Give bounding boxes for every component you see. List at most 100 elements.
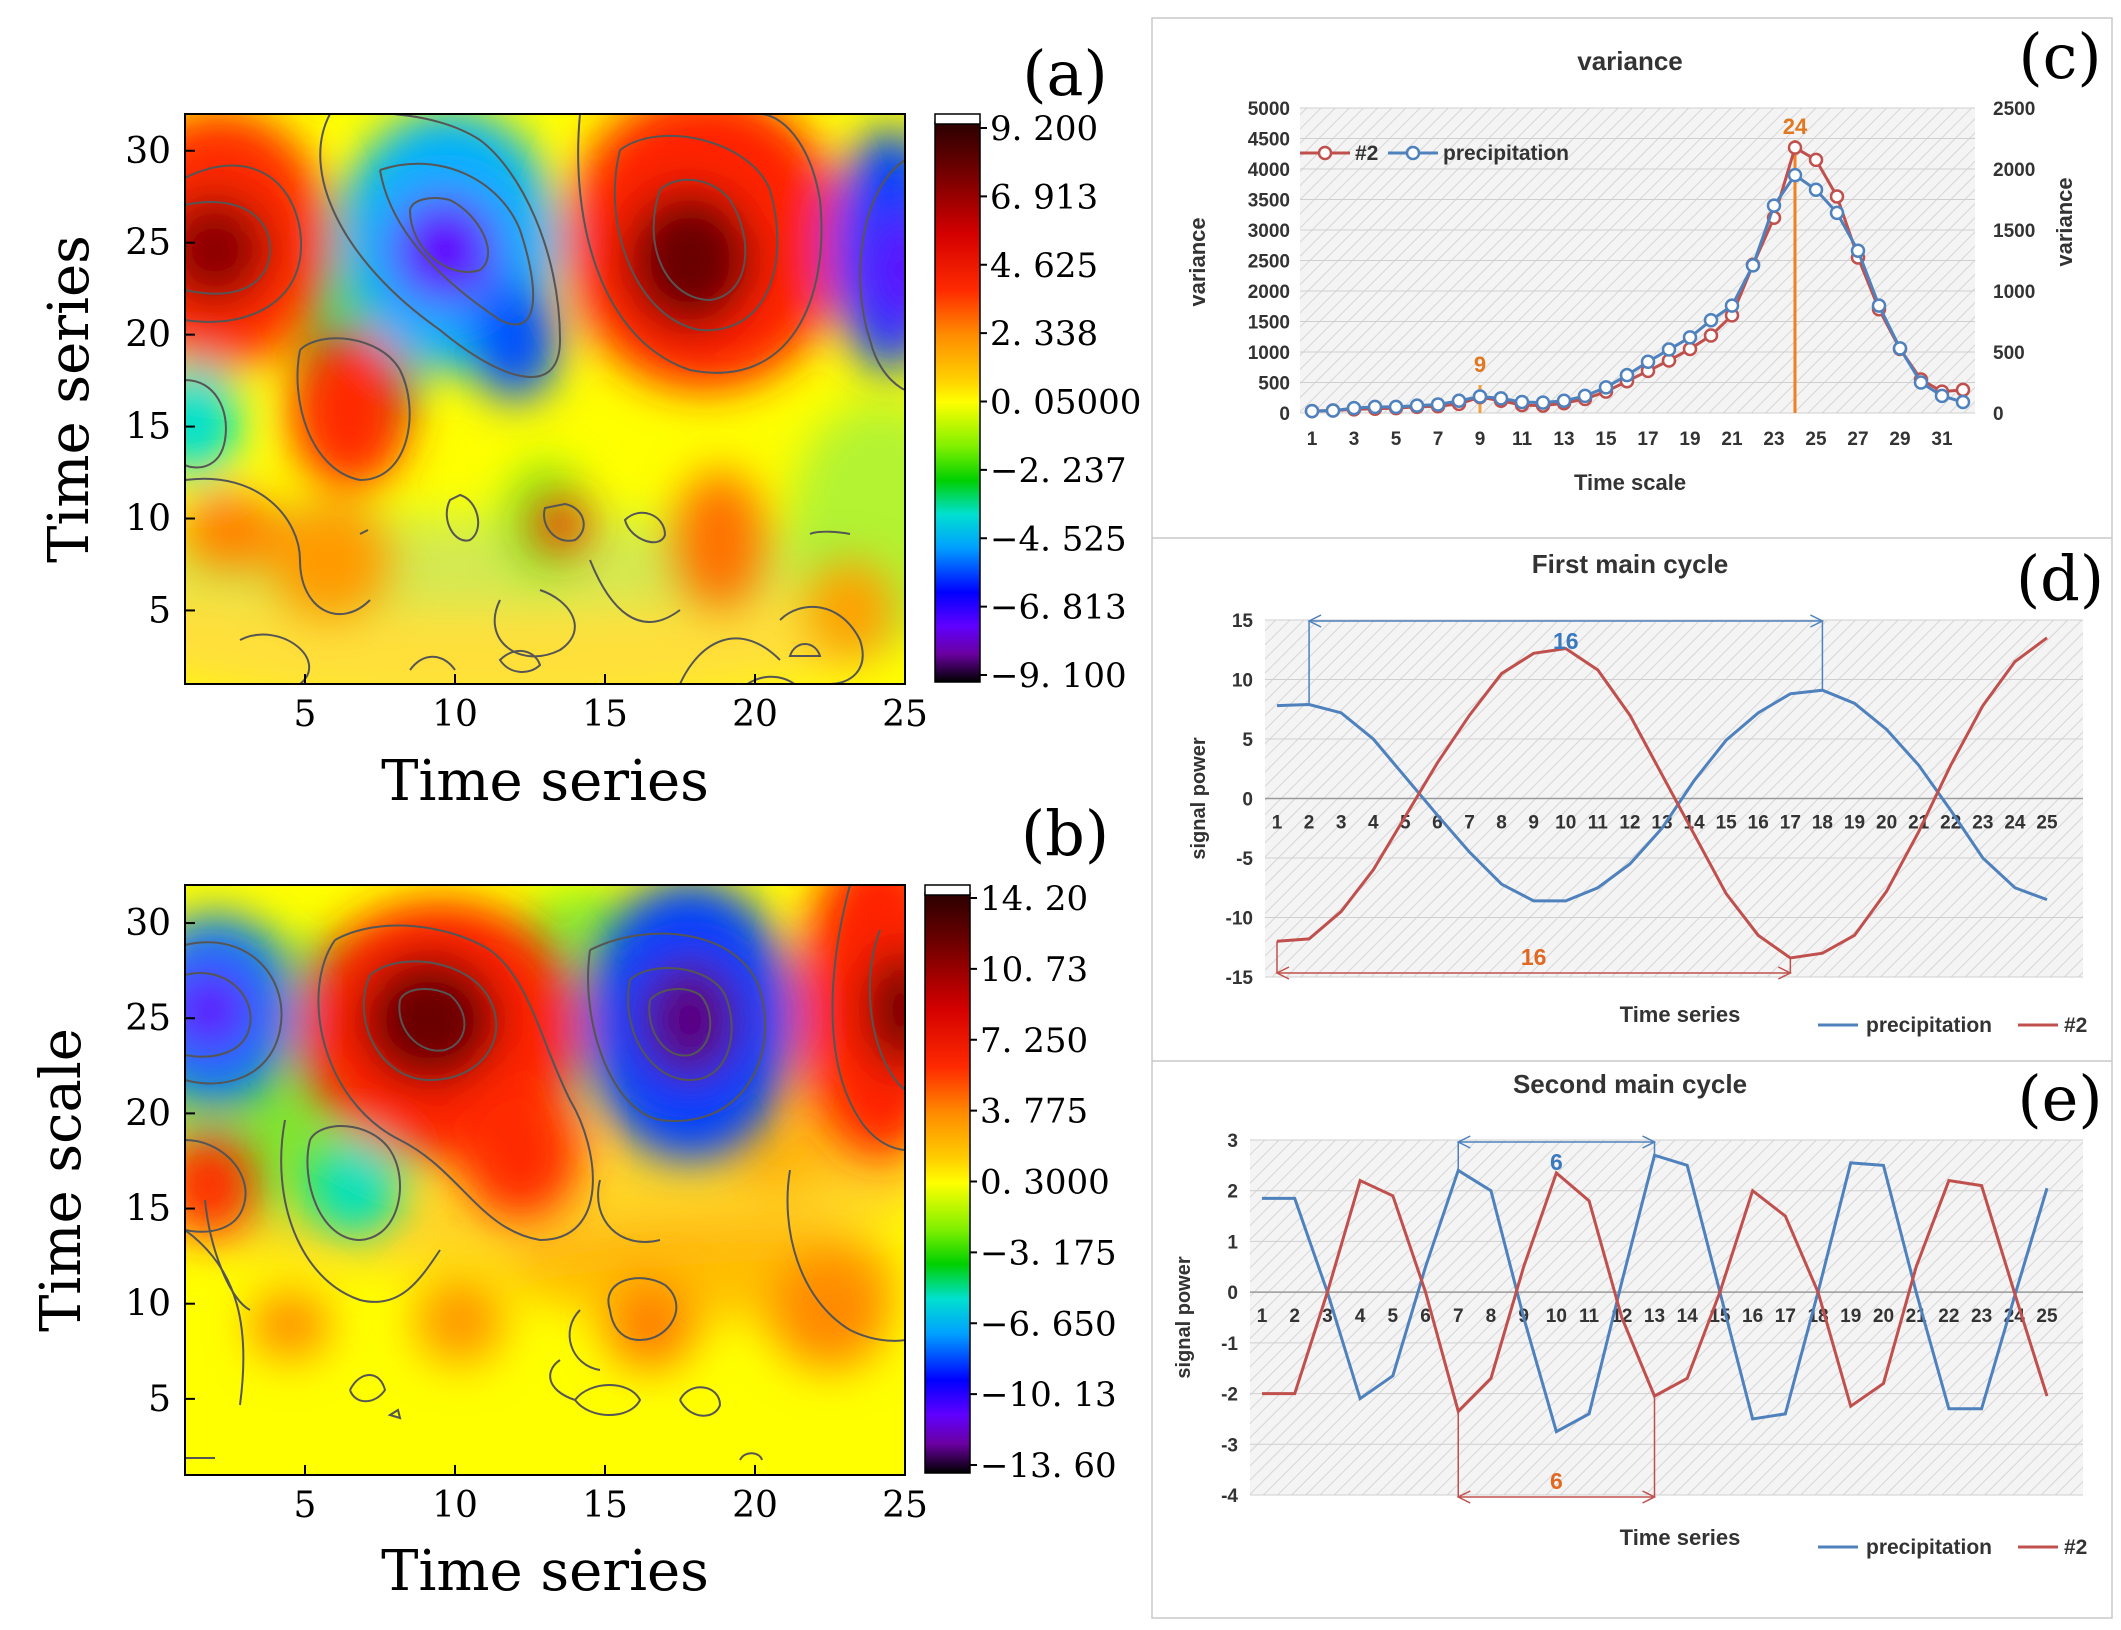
panel-c-xtick: 13 xyxy=(1553,429,1574,450)
panel-d-ylabel: signal power xyxy=(1188,737,1210,859)
panel-e-ytick: -3 xyxy=(1221,1435,1238,1456)
panel-c-xtick: 25 xyxy=(1805,429,1827,450)
panel-a xyxy=(184,113,981,685)
panel-d-ytick: 0 xyxy=(1242,790,1253,811)
panel-c-point xyxy=(1556,393,1572,409)
panel-c-point xyxy=(1745,258,1761,273)
panel-e-ytick: 1 xyxy=(1227,1232,1238,1253)
panel-c-ytick-left: 500 xyxy=(1258,374,1290,395)
panel-c-point xyxy=(1808,182,1824,197)
panel-c-point xyxy=(1787,140,1803,155)
colorbar-b-label: −13. 60 xyxy=(980,1446,1117,1486)
panel-c-legend-marker xyxy=(1405,145,1421,161)
colorbar-a-label: 6. 913 xyxy=(990,177,1098,217)
panel-d-ytick: -5 xyxy=(1236,849,1253,870)
panel-e-xtick: 4 xyxy=(1355,1306,1366,1327)
panel-c-legend-label: precipitation xyxy=(1443,142,1569,165)
panel-c-xtick: 11 xyxy=(1512,429,1533,450)
panel-d-xtick: 20 xyxy=(1876,813,1897,834)
panel-c-point xyxy=(1955,382,1971,398)
panel-c-point xyxy=(1871,298,1887,313)
panel-c-annotation: 9 xyxy=(1474,352,1486,377)
panel-c-point xyxy=(1955,394,1971,410)
heatmap-b-frame xyxy=(184,884,906,1476)
heatmap-b-ytick-label: 15 xyxy=(125,1189,171,1230)
panel-e-xtick: 19 xyxy=(1840,1306,1861,1327)
panel-c-point xyxy=(1451,393,1467,409)
panel-b-label: (b) xyxy=(1021,797,1109,870)
panel-c-point xyxy=(1598,380,1614,395)
colorbar-b-label: 0. 3000 xyxy=(980,1163,1110,1203)
panel-c-ytick-right: 1000 xyxy=(1993,282,2035,303)
colorbar-b-label: 14. 20 xyxy=(980,879,1088,919)
heatmap-a-xtick-label: 5 xyxy=(294,694,317,735)
panel-c-point xyxy=(1367,399,1383,415)
panel-c-point xyxy=(1409,398,1425,413)
colorbar-a-label: 2. 338 xyxy=(990,314,1098,354)
panel-d-xtick: 25 xyxy=(2036,813,2058,834)
panel-c-point xyxy=(1304,403,1320,419)
panel-e-ytick: -2 xyxy=(1221,1385,1238,1406)
panel-c-point xyxy=(1913,375,1929,390)
panel-c-xtick: 31 xyxy=(1931,429,1953,450)
panel-d-arrowhead xyxy=(1307,614,1322,628)
panel-d-legend-label: #2 xyxy=(2064,1014,2087,1037)
panel-e-legend-label: precipitation xyxy=(1866,1536,1992,1559)
panel-a-ylabel: Time series xyxy=(37,235,102,563)
panel-e-arrowhead xyxy=(1456,1490,1471,1504)
panel-d-arrowhead xyxy=(1275,966,1290,980)
panel-d-xlabel: Time series xyxy=(1620,1002,1741,1027)
panel-c-point xyxy=(1493,391,1509,406)
panel-d-legend-label: precipitation xyxy=(1866,1014,1992,1037)
panel-c-ytick-left: 1500 xyxy=(1248,313,1290,334)
panel-c-xtick: 19 xyxy=(1679,429,1700,450)
panel-c-xtick: 9 xyxy=(1475,429,1486,450)
panel-c-ylabel: variance xyxy=(1185,217,1210,306)
panel-e-ytick: 3 xyxy=(1227,1131,1238,1152)
panel-c-xtick: 29 xyxy=(1889,429,1910,450)
panel-e-xtick: 11 xyxy=(1579,1306,1600,1327)
panel-c-point xyxy=(1325,403,1341,418)
panel-c-ytick-left: 5000 xyxy=(1248,99,1290,120)
panel-d-xtick: 12 xyxy=(1619,813,1640,834)
panel-c-ytick-right: 2500 xyxy=(1993,99,2035,120)
panel-e-xtick: 22 xyxy=(1938,1306,1959,1327)
panel-c-point xyxy=(1808,152,1824,168)
panel-c-point xyxy=(1787,167,1803,183)
panel-e-xtick: 10 xyxy=(1546,1306,1567,1327)
panel-e-ytick: 0 xyxy=(1227,1283,1238,1304)
heatmap-b-xtick-label: 10 xyxy=(432,1485,478,1526)
panel-e-xlabel: Time series xyxy=(1620,1525,1741,1550)
panel-e-xtick: 2 xyxy=(1289,1306,1300,1327)
panel-c-point xyxy=(1430,397,1446,412)
panel-c-point xyxy=(1640,354,1656,370)
panel-c-xlabel: Time scale xyxy=(1574,470,1686,495)
panel-d-xtick: 18 xyxy=(1812,813,1833,834)
panel-c-point xyxy=(1703,328,1719,343)
panel-e-plot-area xyxy=(1250,1140,2083,1495)
heatmap-a-ytick-label: 15 xyxy=(125,407,171,448)
panel-c-xtick: 5 xyxy=(1391,429,1402,450)
panel-e-arrowhead xyxy=(1642,1490,1657,1504)
panel-c-point xyxy=(1619,367,1635,383)
panel-c-ytick-right: 0 xyxy=(1993,404,2004,425)
panel-c-xtick: 21 xyxy=(1721,429,1743,450)
panel-c-ytick-left: 4000 xyxy=(1248,160,1290,181)
panel-d-xtick: 19 xyxy=(1844,813,1865,834)
panel-e-period-label: 6 xyxy=(1550,1149,1563,1175)
heatmap-b-xtick-label: 25 xyxy=(882,1485,928,1526)
panel-c-point xyxy=(1703,313,1719,328)
panel-e-xtick: 20 xyxy=(1873,1306,1894,1327)
heatmap-a-xtick-label: 15 xyxy=(582,694,628,735)
panel-d-xtick: 24 xyxy=(2004,813,2026,834)
panel-d-ytick: -10 xyxy=(1226,909,1253,930)
heatmap-a-ytick-label: 5 xyxy=(148,590,171,631)
panel-c-legend-label: #2 xyxy=(1355,142,1378,165)
panel-c-point xyxy=(1388,399,1404,415)
panel-c-legend-marker xyxy=(1317,145,1333,161)
panel-e-ylabel: signal power xyxy=(1173,1256,1195,1378)
panel-d-period-label: 16 xyxy=(1521,944,1547,970)
panel-c-point xyxy=(1829,205,1845,221)
panel-c-ytick-left: 3500 xyxy=(1248,191,1290,212)
